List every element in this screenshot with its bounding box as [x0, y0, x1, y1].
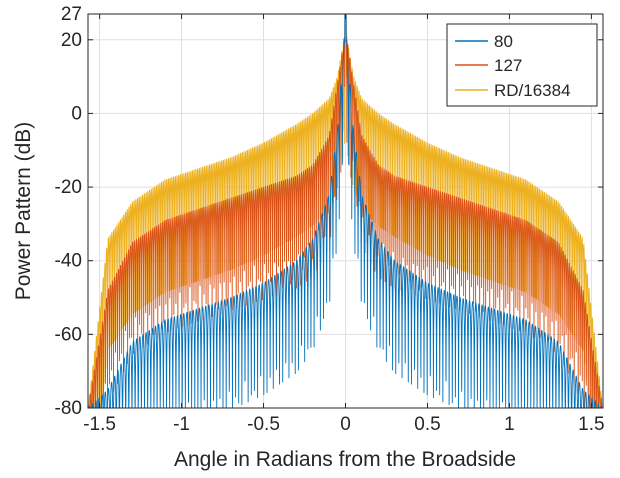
legend: 80 127 RD/16384 — [446, 23, 598, 107]
x-tick-label: 0.5 — [414, 414, 440, 435]
x-axis-label: Angle in Radians from the Broadside — [174, 448, 516, 471]
x-tick-label: -1.5 — [83, 414, 116, 435]
x-tick-label: -0.5 — [247, 414, 280, 435]
y-tick-label: -40 — [55, 251, 82, 272]
y-tick-label: -20 — [55, 177, 82, 198]
y-tick-label: 27 — [61, 4, 82, 25]
y-axis-label: Power Pattern (dB) — [12, 122, 35, 301]
legend-label-80: 80 — [494, 32, 513, 51]
ticks — [88, 13, 603, 409]
y-tick-labels: -80 -60 -40 -20 0 20 27 — [55, 4, 82, 419]
x-tick-label: -1 — [173, 414, 190, 435]
y-tick-label: -80 — [55, 398, 82, 419]
legend-label-127: 127 — [494, 56, 522, 75]
y-tick-label: -60 — [55, 324, 82, 345]
x-tick-label: 0 — [340, 414, 351, 435]
y-tick-label: 20 — [61, 30, 82, 51]
x-tick-label: 1 — [504, 414, 515, 435]
x-tick-labels: -1.5 -1 -0.5 0 0.5 1 1.5 — [83, 414, 604, 435]
y-tick-label: 0 — [71, 103, 82, 124]
x-tick-label: 1.5 — [578, 414, 604, 435]
legend-label-rd16384: RD/16384 — [494, 81, 571, 100]
